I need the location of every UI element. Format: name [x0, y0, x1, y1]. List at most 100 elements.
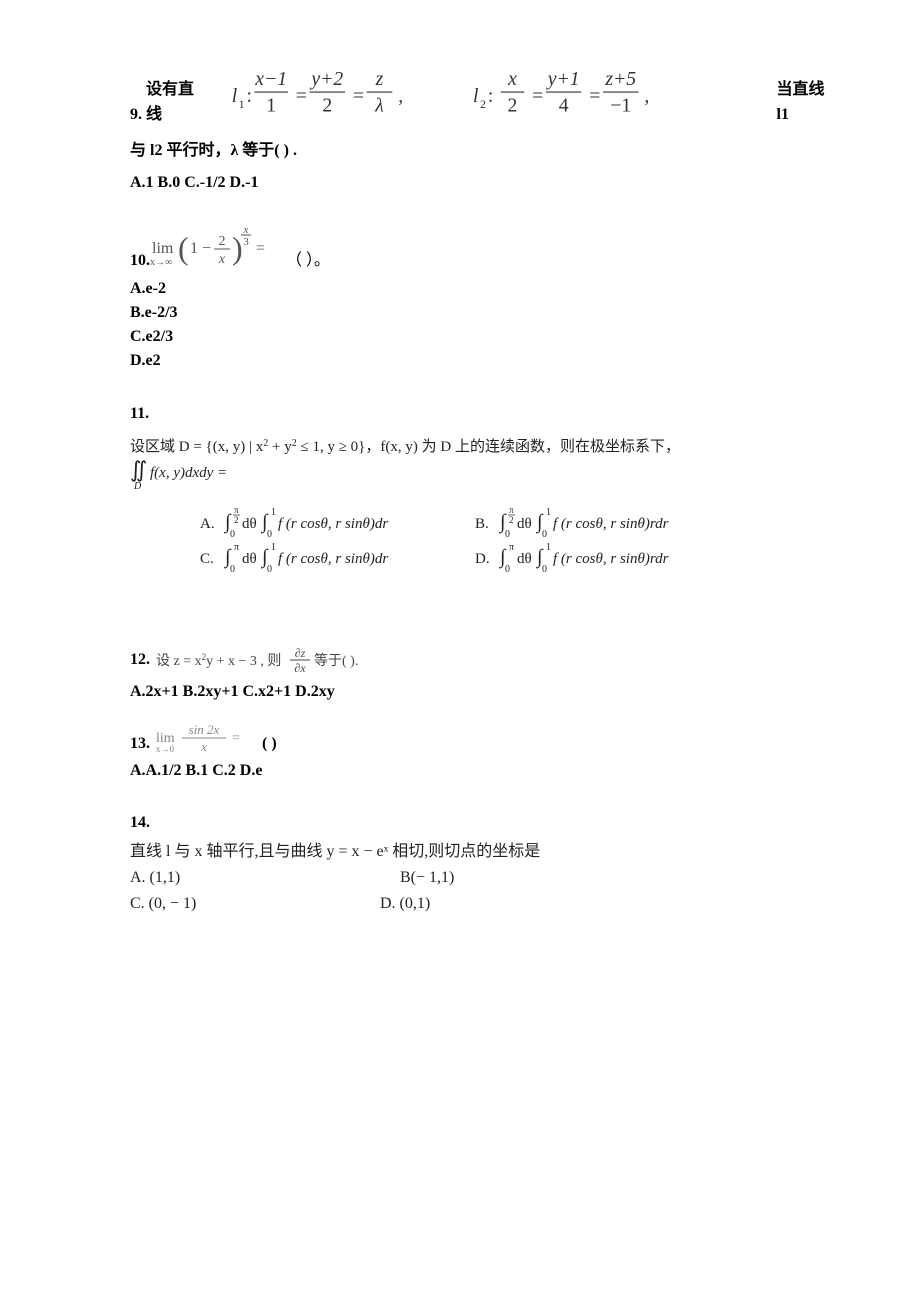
svg-text:∂x: ∂x — [294, 661, 306, 673]
svg-text:=: = — [296, 85, 307, 107]
svg-text:4: 4 — [559, 95, 569, 117]
svg-text:1: 1 — [546, 542, 551, 553]
svg-text:=: = — [353, 85, 364, 107]
svg-text:f (r cosθ, r sinθ)dr: f (r cosθ, r sinθ)dr — [278, 516, 388, 532]
svg-text:1 −: 1 − — [190, 240, 211, 257]
svg-text:D.: D. — [475, 551, 490, 567]
svg-text:∬: ∬ — [130, 457, 147, 482]
svg-text:π: π — [509, 505, 514, 515]
svg-text:l: l — [232, 85, 238, 107]
svg-text:x−1: x−1 — [254, 68, 287, 90]
svg-text:0: 0 — [542, 529, 547, 540]
svg-text:=: = — [256, 240, 265, 257]
q10-number: 10. — [130, 248, 150, 274]
svg-text:x: x — [218, 252, 226, 267]
svg-text:1: 1 — [239, 97, 245, 111]
svg-text:2: 2 — [322, 95, 332, 117]
svg-text:−1: −1 — [610, 95, 631, 117]
q10-line1: 10. lim x→∞ ( 1 − 2 x ) x 3 = （ ）。 — [130, 223, 840, 273]
q9-formula-image: l 1 : x−1 1 = y+2 2 = z λ , l 2 : x 2 = … — [217, 60, 768, 128]
q10-opt-a: A.e-2 — [130, 277, 840, 301]
svg-text:0: 0 — [230, 529, 235, 540]
svg-text:直线 l 与 x 轴平行,且与曲线 y = x − eˣ 相: 直线 l 与 x 轴平行,且与曲线 y = x − eˣ 相切,则切点的坐标是 — [130, 842, 540, 860]
q13-line1: 13. lim x→0 sin 2x x = ( ) — [130, 720, 840, 756]
svg-text:sin 2x: sin 2x — [189, 722, 220, 737]
svg-text:y+2: y+2 — [309, 68, 343, 90]
q13-formula-image: lim x→0 sin 2x x = — [156, 720, 256, 756]
svg-text:z+5: z+5 — [604, 68, 636, 90]
svg-text:dθ: dθ — [517, 551, 532, 567]
svg-text:f(x, y)dxdy =: f(x, y)dxdy = — [150, 465, 227, 481]
svg-text:x: x — [243, 224, 249, 236]
svg-text:0: 0 — [542, 564, 547, 575]
svg-text:1: 1 — [271, 507, 276, 518]
q10-paren: （ ）。 — [286, 248, 330, 274]
q14-image: 直线 l 与 x 轴平行,且与曲线 y = x − eˣ 相切,则切点的坐标是 … — [130, 838, 650, 918]
svg-text:y+1: y+1 — [546, 68, 580, 90]
q12-line1: 12. 设 z = x2y + x − 3 , 则 ∂z ∂x 等于( ). — [130, 643, 840, 673]
svg-text:dθ: dθ — [242, 516, 257, 532]
q9-number: 9. — [130, 102, 142, 128]
svg-text:0: 0 — [267, 564, 272, 575]
q11-image: 设区域 D = {(x, y) | x2 + y2 ≤ 1, y ≥ 0}，f(… — [130, 433, 810, 603]
svg-text:f (r cosθ, r sinθ)rdr: f (r cosθ, r sinθ)rdr — [553, 516, 669, 532]
svg-text:设 z = x2y + x − 3 , 则: 设 z = x2y + x − 3 , 则 — [156, 652, 281, 669]
svg-text:2: 2 — [234, 515, 239, 525]
q10-options: A.e-2 B.e-2/3 C.e2/3 D.e2 — [130, 277, 840, 373]
svg-text::: : — [488, 85, 493, 107]
svg-text:π: π — [234, 505, 239, 515]
svg-text:f (r cosθ, r sinθ)rdr: f (r cosθ, r sinθ)rdr — [553, 551, 669, 567]
svg-text:,: , — [398, 85, 403, 107]
svg-text:f (r cosθ, r sinθ)dr: f (r cosθ, r sinθ)dr — [278, 551, 388, 567]
svg-text:π: π — [509, 542, 514, 553]
svg-text:0: 0 — [505, 564, 510, 575]
q10-opt-d: D.e2 — [130, 349, 840, 373]
svg-text:1: 1 — [266, 95, 276, 117]
svg-text:等于( ).: 等于( ). — [314, 652, 358, 669]
svg-text:2: 2 — [480, 97, 486, 111]
svg-text:设区域 D = {(x, y) | x2 + y2 ≤ 1,: 设区域 D = {(x, y) | x2 + y2 ≤ 1, y ≥ 0}，f(… — [130, 438, 680, 455]
svg-text:z: z — [375, 68, 384, 90]
svg-text:∂z: ∂z — [295, 646, 306, 660]
q12-formula-image: 设 z = x2y + x − 3 , 则 ∂z ∂x 等于( ). — [156, 643, 386, 673]
svg-text:2: 2 — [219, 234, 226, 249]
svg-text:1: 1 — [271, 542, 276, 553]
svg-text:lim: lim — [152, 240, 174, 257]
q11-label: 11. — [130, 401, 840, 427]
svg-text:π: π — [234, 542, 239, 553]
svg-text:x: x — [200, 739, 207, 754]
svg-text:l: l — [473, 85, 479, 107]
svg-text:(: ( — [178, 230, 189, 266]
q9-line2: 与 l2 平行时，λ 等于( ) . — [130, 138, 840, 164]
svg-text:,: , — [644, 85, 649, 107]
q10-opt-b: B.e-2/3 — [130, 301, 840, 325]
svg-text:x: x — [507, 68, 517, 90]
q13-paren: ( ) — [262, 731, 277, 757]
q14-label: 14. — [130, 810, 840, 836]
svg-text:2: 2 — [508, 95, 518, 117]
svg-text:λ: λ — [374, 95, 384, 117]
q9-options: A.1 B.0 C.-1/2 D.-1 — [130, 170, 840, 196]
svg-text:x→0: x→0 — [156, 744, 175, 754]
svg-text:A. (1,1): A. (1,1) — [130, 869, 180, 886]
q9-prefix-text: 设有直线 — [146, 77, 209, 128]
svg-text:C.: C. — [200, 551, 214, 567]
q10-formula-image: lim x→∞ ( 1 − 2 x ) x 3 = — [150, 223, 280, 273]
svg-text:=: = — [532, 85, 543, 107]
svg-text:=: = — [589, 85, 600, 107]
q12-number: 12. — [130, 647, 150, 673]
svg-text:dθ: dθ — [517, 516, 532, 532]
q10-opt-c: C.e2/3 — [130, 325, 840, 349]
q13-options: A.A.1/2 B.1 C.2 D.e — [130, 758, 840, 784]
svg-text:B(− 1,1): B(− 1,1) — [400, 869, 454, 886]
svg-text:C. (0, − 1): C. (0, − 1) — [130, 895, 196, 912]
svg-text:1: 1 — [546, 507, 551, 518]
svg-text:0: 0 — [267, 529, 272, 540]
q9-line1: 9. 设有直线 l 1 : x−1 1 = y+2 2 = z λ , l 2 … — [130, 60, 840, 128]
q9-suffix-text: 当直线 l1 — [777, 77, 840, 128]
svg-text:A.: A. — [200, 516, 215, 532]
svg-text::: : — [247, 85, 252, 107]
q13-number: 13. — [130, 731, 150, 757]
svg-text:D: D — [133, 481, 142, 492]
svg-text:dθ: dθ — [242, 551, 257, 567]
